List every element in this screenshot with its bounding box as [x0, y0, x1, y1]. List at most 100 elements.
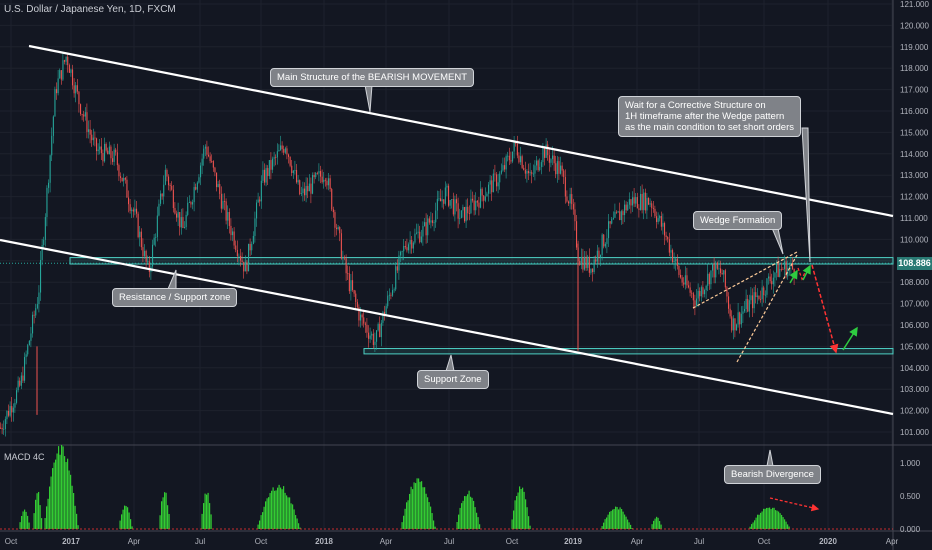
macd-bar — [287, 497, 289, 529]
candle-body — [497, 182, 499, 187]
candle-body — [198, 177, 200, 183]
candle-body — [648, 197, 650, 205]
candle-body — [468, 213, 470, 214]
candle-body — [619, 211, 621, 221]
macd-bar — [286, 495, 288, 529]
candle-body — [504, 165, 506, 170]
candle-body — [350, 280, 352, 292]
candle-body — [9, 406, 11, 416]
candle-body — [481, 188, 483, 196]
candle-body — [225, 201, 227, 221]
macd-bar — [433, 520, 435, 529]
macd-bar — [47, 498, 49, 529]
projection-arrow-up — [789, 269, 798, 284]
candle-body — [558, 161, 560, 174]
candle-body — [305, 185, 307, 196]
callout-pointer — [445, 354, 455, 372]
macd-bar — [295, 515, 297, 529]
candle-body — [433, 222, 435, 224]
candle-body — [683, 282, 685, 285]
macd-bar — [624, 514, 626, 529]
candle-body — [449, 200, 451, 206]
candle-body — [52, 116, 54, 136]
candle-body — [321, 176, 323, 183]
macd-bar — [769, 507, 771, 529]
candle-body — [128, 197, 130, 205]
macd-bar — [516, 496, 518, 529]
candle-body — [649, 203, 651, 205]
candle-body — [184, 227, 186, 229]
macd-bar — [299, 527, 301, 529]
candle-body — [731, 316, 733, 331]
candle-body — [323, 179, 325, 183]
candle-body — [236, 249, 238, 257]
candle-body — [200, 165, 202, 178]
candle-body — [699, 290, 701, 297]
candle-body — [787, 268, 789, 277]
macd-bar — [49, 486, 51, 529]
macd-bar — [260, 515, 262, 529]
x-tick-label: Apr — [128, 537, 141, 546]
candle-body — [393, 289, 395, 291]
candle-body — [171, 185, 173, 190]
candle-body — [60, 70, 62, 80]
candle-body — [283, 149, 285, 153]
y-tick-label: 107.000 — [900, 300, 929, 309]
candle-body — [68, 65, 70, 73]
macd-bar — [70, 474, 72, 529]
candle-body — [228, 212, 230, 226]
macd-bar — [622, 511, 624, 529]
candle-body — [524, 169, 526, 174]
candle-body — [275, 157, 277, 159]
candle-body — [640, 193, 642, 210]
candle-body — [148, 261, 150, 272]
macd-bar — [21, 515, 23, 529]
candle-body — [206, 146, 208, 155]
candle-body — [204, 146, 206, 149]
candle-body — [441, 199, 443, 202]
candle-body — [96, 138, 98, 152]
candle-body — [604, 243, 606, 247]
macd-bar — [621, 509, 623, 529]
candle-body — [624, 204, 626, 216]
candle-body — [550, 159, 552, 163]
candle-body — [532, 173, 534, 175]
candles — [0, 52, 795, 437]
macd-bar — [754, 520, 756, 529]
macd-bar — [785, 521, 787, 529]
candle-body — [158, 203, 160, 216]
y-tick-label: 111.000 — [900, 214, 928, 223]
macd-bar — [612, 509, 614, 529]
macd-bar — [788, 526, 790, 529]
candle-body — [361, 314, 363, 318]
candle-body — [740, 313, 742, 325]
candle-body — [296, 170, 298, 183]
candle-body — [180, 217, 182, 228]
candle-body — [115, 149, 117, 153]
macd-bar — [618, 509, 620, 529]
candle-body — [608, 221, 610, 239]
candle-body — [697, 290, 699, 299]
candle-body — [539, 166, 541, 171]
macd-bar — [277, 487, 279, 529]
macd-bar — [46, 506, 48, 529]
candle-body — [587, 256, 589, 268]
candle-body — [30, 333, 32, 341]
macd-bar — [415, 483, 417, 529]
candle-body — [552, 155, 554, 160]
candle-body — [105, 143, 107, 151]
candle-body — [627, 204, 629, 211]
candle-body — [88, 129, 90, 132]
macd-bar — [609, 511, 611, 529]
candle-body — [622, 211, 624, 216]
macd-bar — [607, 514, 609, 529]
macd-bar — [266, 498, 268, 529]
macd-bar — [268, 497, 270, 529]
candle-body — [385, 306, 387, 316]
candle-body — [308, 183, 310, 192]
candle-body — [438, 198, 440, 200]
macd-bar — [265, 501, 267, 529]
candle-body — [483, 195, 485, 201]
candle-body — [104, 143, 106, 162]
